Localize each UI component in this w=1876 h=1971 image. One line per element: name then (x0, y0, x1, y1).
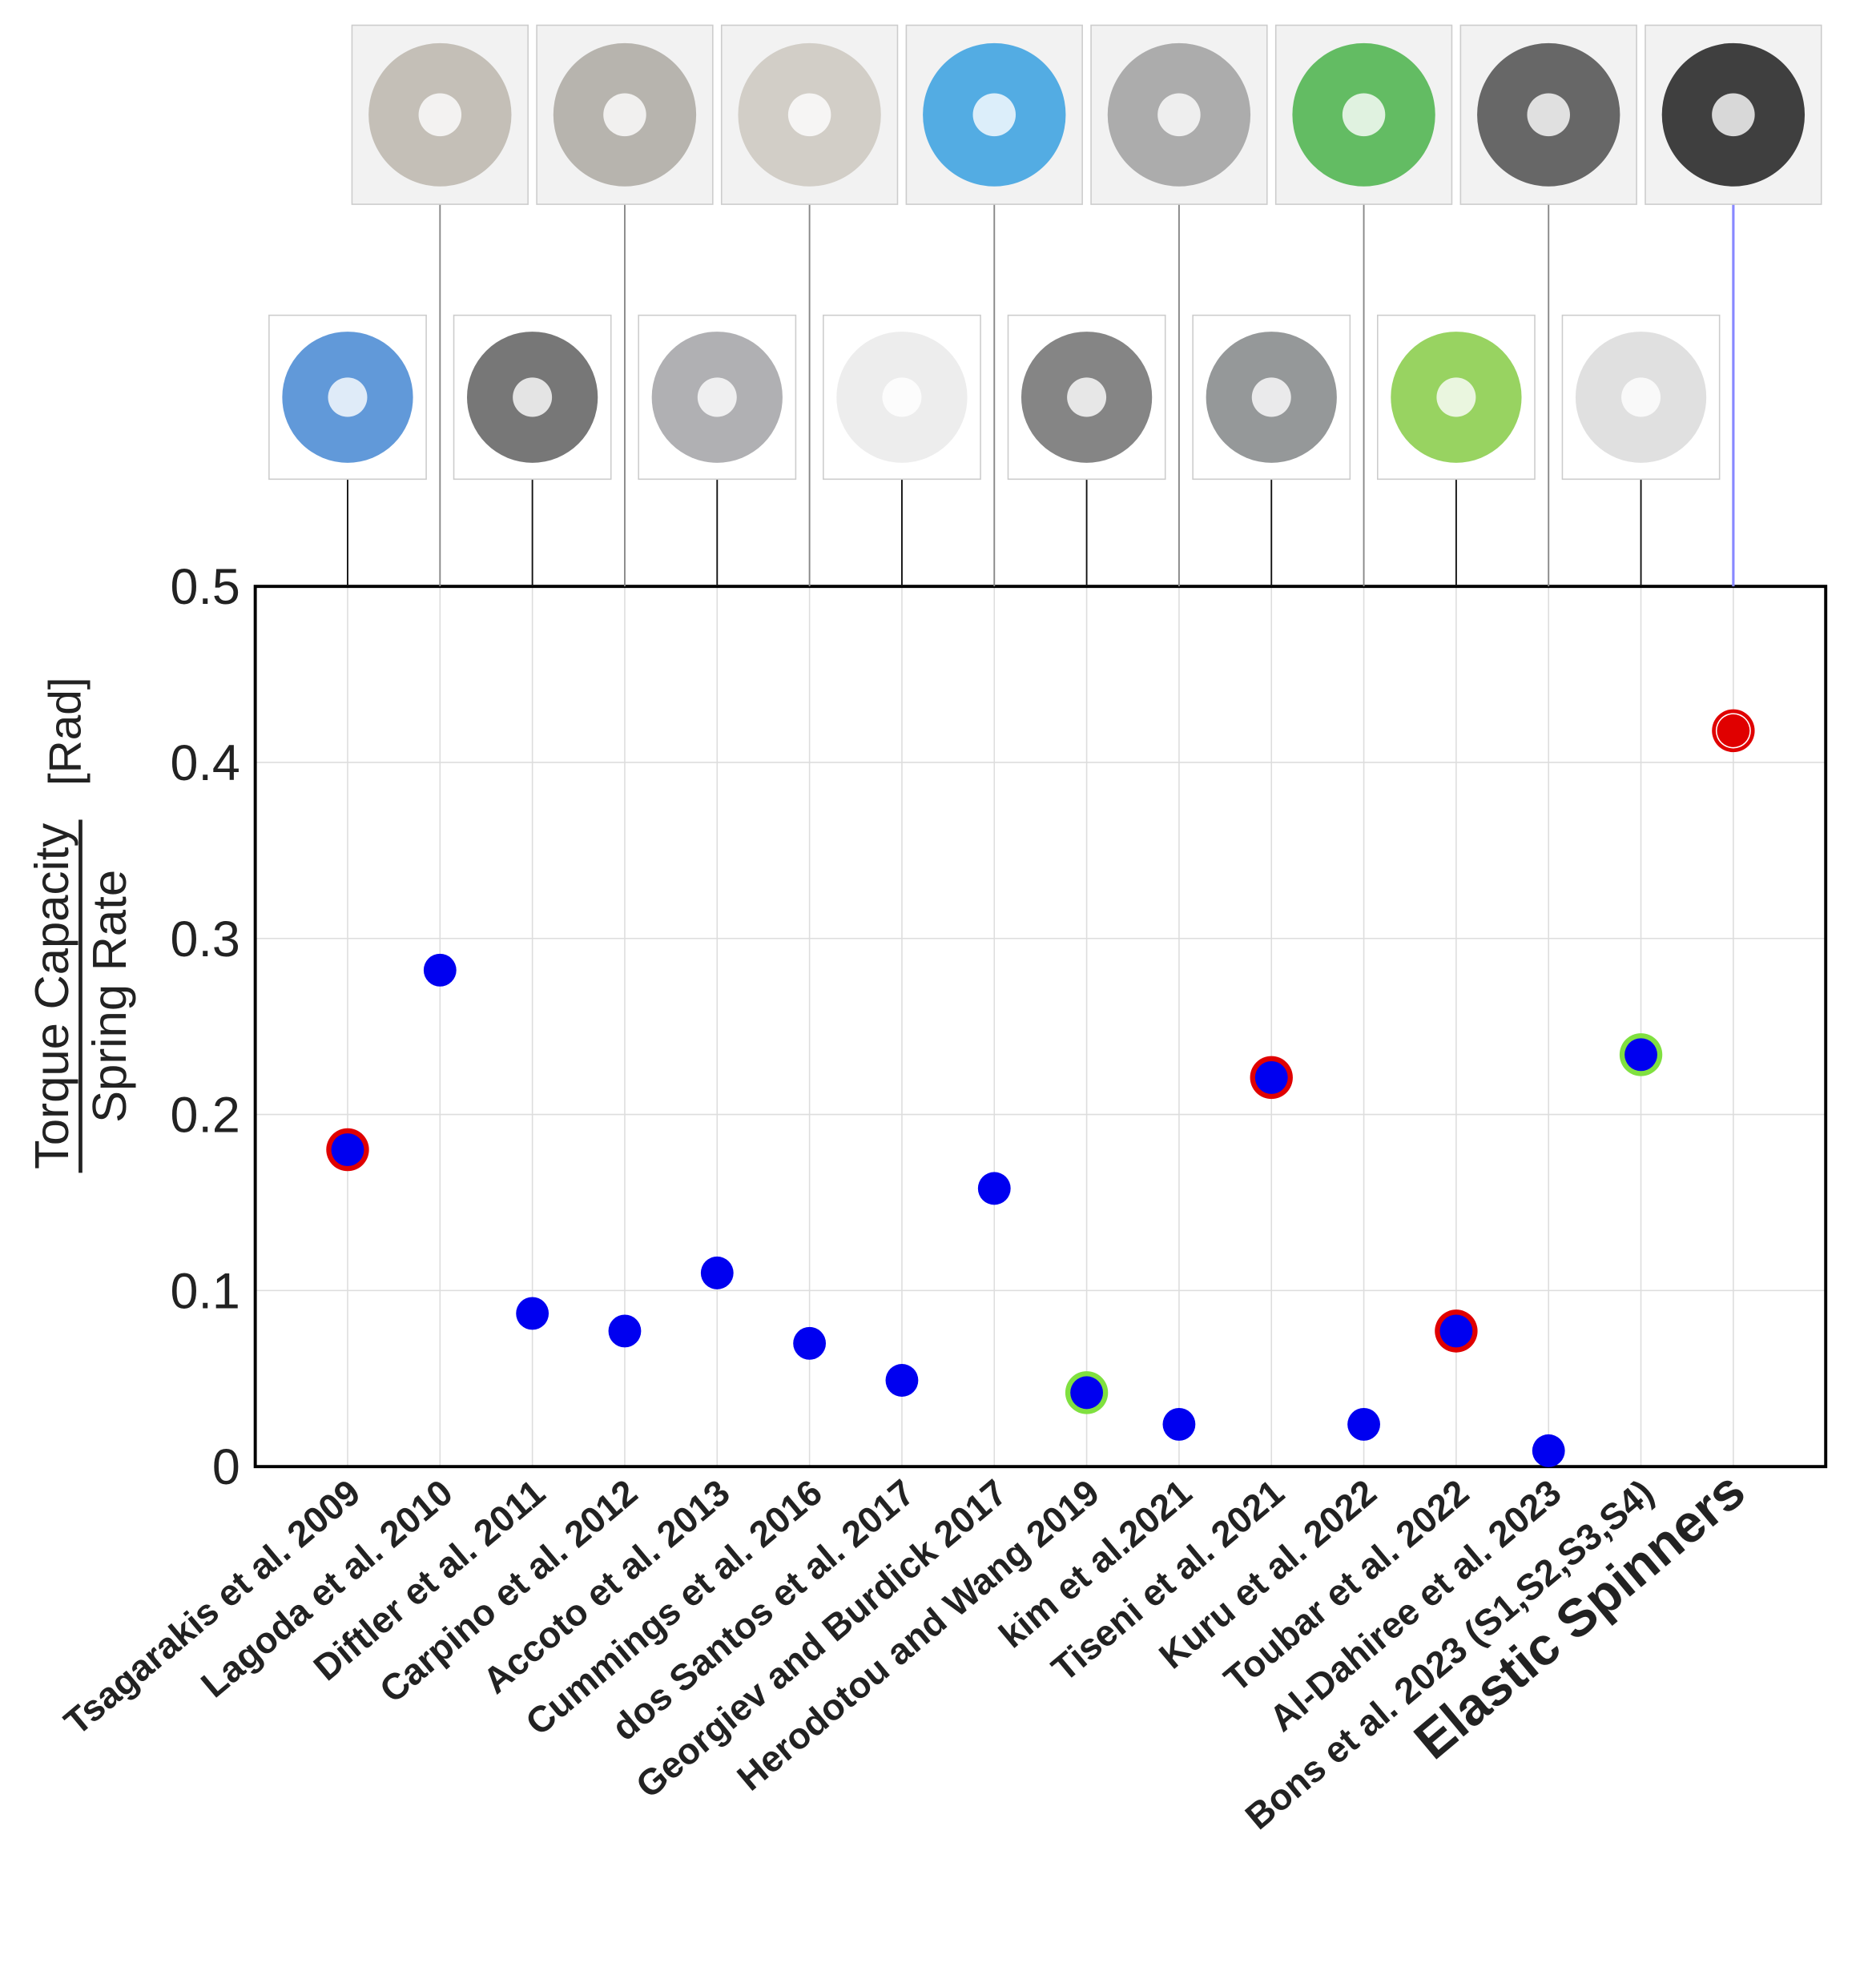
point (793, 1326, 827, 1360)
point (1624, 1038, 1657, 1072)
y-tick-label: 0.4 (171, 735, 240, 791)
point (977, 1172, 1011, 1205)
y-label-unit: [Rad] (40, 678, 91, 786)
y-tick-label: 0 (212, 1439, 240, 1495)
y-tick-label: 0.3 (171, 911, 240, 967)
reference-image-part (513, 377, 553, 417)
point (1717, 714, 1750, 747)
reference-image-part (787, 93, 831, 137)
y-tick-label: 0.1 (171, 1263, 240, 1319)
point (885, 1364, 919, 1397)
reference-image-part (1157, 93, 1201, 137)
reference-image-part (1067, 377, 1107, 417)
point (700, 1256, 734, 1289)
point (423, 953, 457, 987)
y-axis-label: Torque Capacity Spring Rate [Rad] (25, 678, 136, 1173)
point (331, 1133, 364, 1167)
point (516, 1297, 550, 1330)
y-tick-label: 0.5 (171, 559, 240, 615)
reference-image-part (603, 93, 646, 137)
reference-image-part (697, 377, 737, 417)
plot-frame (253, 585, 1828, 1469)
reference-image-part (1251, 377, 1291, 417)
y-tick-label: 0.2 (171, 1088, 240, 1144)
point (1162, 1407, 1196, 1441)
reference-image-part (1342, 93, 1386, 137)
reference-image-part (418, 93, 462, 137)
point (608, 1314, 642, 1348)
reference-image-part (1712, 93, 1755, 137)
point (1254, 1060, 1288, 1094)
reference-image-part (1621, 377, 1661, 417)
point (1070, 1376, 1104, 1410)
point (1439, 1314, 1473, 1348)
reference-image-part (972, 93, 1017, 137)
y-label-denominator: Spring Rate (83, 870, 136, 1123)
reference-image-part (882, 377, 922, 417)
y-label-numerator: Torque Capacity (25, 823, 79, 1169)
point (1347, 1407, 1380, 1441)
reference-image-part (328, 377, 368, 417)
point (1532, 1434, 1565, 1467)
reference-image-part (1527, 93, 1570, 137)
reference-image-part (1436, 377, 1476, 417)
